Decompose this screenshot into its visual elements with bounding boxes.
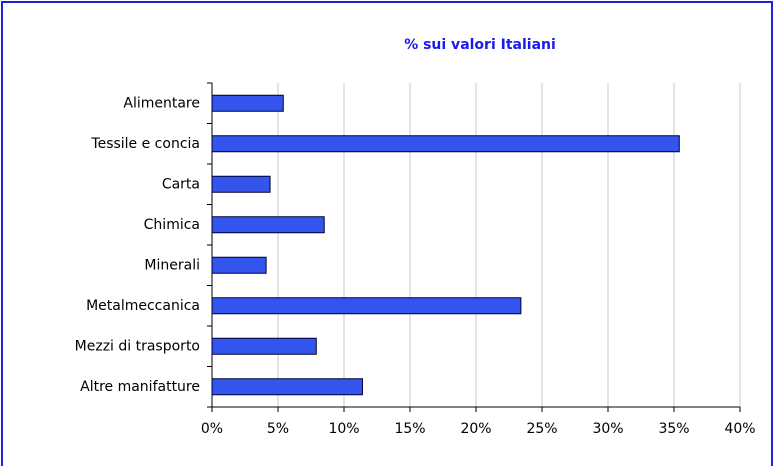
bar [211, 94, 284, 112]
x-tick-label: 0% [201, 421, 223, 437]
y-tick-label: Mezzi di trasporto [75, 338, 200, 354]
y-tick-label: Minerali [144, 257, 200, 273]
chart-title: % sui valori Italiani [404, 37, 556, 53]
x-tick-label: 25% [526, 421, 557, 437]
x-tick-label: 35% [658, 421, 689, 437]
x-tick-label: 40% [724, 421, 755, 437]
y-tick-label: Altre manifatture [80, 379, 200, 395]
bar [211, 135, 680, 153]
y-tick-label: Tessile e concia [90, 136, 200, 152]
y-tick-label: Metalmeccanica [86, 298, 200, 314]
bar [211, 297, 522, 315]
y-tick-label: Alimentare [123, 95, 200, 111]
x-tick-label: 20% [460, 421, 491, 437]
x-tick-label: 15% [394, 421, 425, 437]
y-tick-label: Carta [162, 176, 200, 192]
x-tick-label: 30% [592, 421, 623, 437]
bar [211, 256, 267, 274]
bar [211, 216, 325, 234]
bar [211, 337, 317, 355]
x-tick-label: 5% [267, 421, 289, 437]
bar [211, 175, 271, 193]
x-tick-label: 10% [328, 421, 359, 437]
y-tick-label: Chimica [144, 217, 200, 233]
bar [211, 378, 363, 396]
